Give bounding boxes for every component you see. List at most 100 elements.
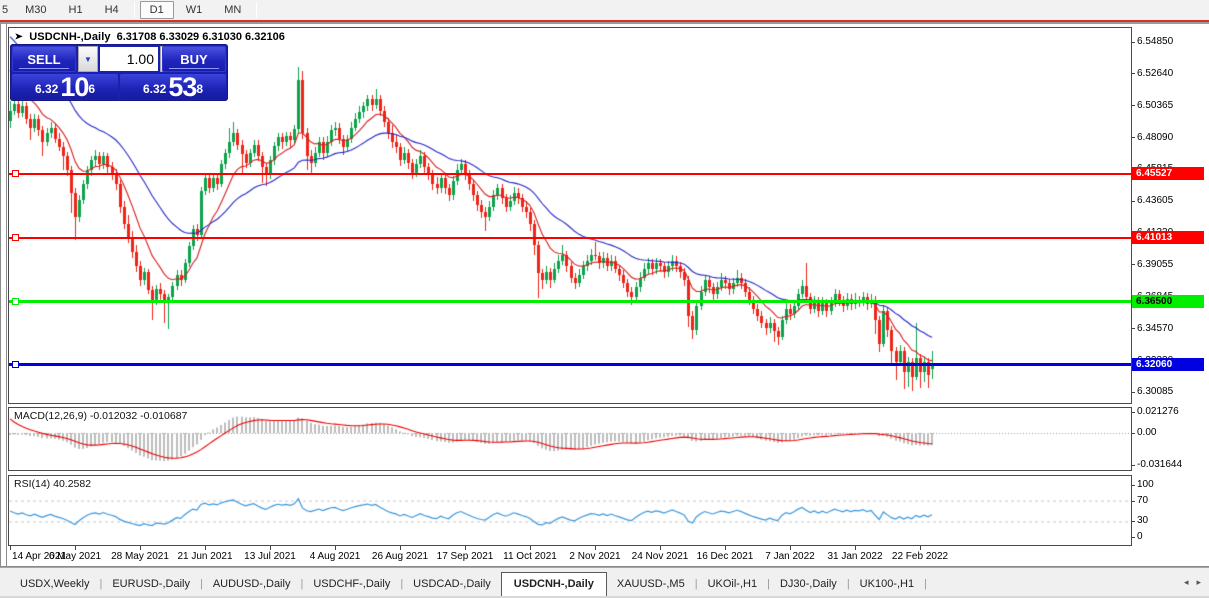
sell-price-big: 10 xyxy=(60,72,89,102)
sell-underline xyxy=(19,68,69,69)
toolbar-separator xyxy=(133,2,135,18)
timeframe-button-w1[interactable]: W1 xyxy=(185,4,203,16)
date-axis-label: 4 Aug 2021 xyxy=(309,551,361,562)
buy-button[interactable]: BUY xyxy=(162,46,226,72)
tab-separator: | xyxy=(99,578,103,590)
window-top-border xyxy=(0,22,1209,24)
macd-axis-tick xyxy=(1131,433,1135,434)
date-axis-label: 11 Oct 2021 xyxy=(503,551,557,562)
hline-6.36500[interactable] xyxy=(9,300,1131,303)
price-axis-tick xyxy=(1131,137,1135,139)
buy-price-tile[interactable]: 6.32 53 8 xyxy=(120,72,226,102)
tab-ukoil-h1[interactable]: UKOil-,H1 xyxy=(707,578,758,590)
rsi-axis-label: 0 xyxy=(1137,531,1143,542)
sell-button[interactable]: SELL xyxy=(12,46,76,72)
date-axis-tick xyxy=(270,546,271,550)
date-axis-tick xyxy=(10,546,11,550)
date-axis-tick xyxy=(660,546,661,550)
date-axis-label: 24 Nov 2021 xyxy=(631,551,689,562)
chart-ohlc-values: 6.31708 6.33029 6.31030 6.32106 xyxy=(116,31,285,43)
tab-scroll-left-icon[interactable]: ◂ xyxy=(1183,577,1189,587)
tab-uk100-h1[interactable]: UK100-,H1 xyxy=(859,578,915,590)
date-axis-label: 22 Feb 2022 xyxy=(891,551,949,562)
tab-xauusd-m5[interactable]: XAUUSD-,M5 xyxy=(616,578,685,590)
price-axis-tick xyxy=(1131,73,1135,75)
macd-values: -0.012032 -0.010687 xyxy=(89,410,188,422)
tab-separator: | xyxy=(199,578,203,590)
volume-input[interactable] xyxy=(100,47,158,71)
date-axis-tick xyxy=(75,546,76,550)
macd-axis-label: 0.00 xyxy=(1137,427,1157,438)
macd-name: MACD(12,26,9) xyxy=(14,410,87,422)
date-axis-label: 26 Aug 2021 xyxy=(371,551,429,562)
hline-6.45527[interactable] xyxy=(9,173,1131,175)
window-left-border xyxy=(0,23,1,567)
price-axis-label: 6.39055 xyxy=(1137,258,1174,270)
timeframe-button-5[interactable]: 5 xyxy=(2,4,9,16)
rsi-canvas[interactable] xyxy=(9,476,1130,544)
chart-pointer-icon: ➤ xyxy=(14,31,24,42)
volume-decrease-button[interactable]: ▼ xyxy=(78,46,98,72)
buy-price-pip: 8 xyxy=(196,82,204,96)
rsi-axis-tick xyxy=(1131,485,1135,486)
sell-button-label: SELL xyxy=(27,51,61,67)
timeframe-button-d1[interactable]: D1 xyxy=(139,1,174,19)
tab-separator: | xyxy=(924,578,927,590)
tab-dj30-daily[interactable]: DJ30-,Daily xyxy=(779,578,837,590)
rsi-value: 40.2582 xyxy=(53,478,92,490)
tab-usdx-weekly[interactable]: USDX,Weekly xyxy=(20,578,90,590)
date-axis-tick xyxy=(790,546,791,550)
tab-separator: | xyxy=(694,578,698,590)
date-axis-tick xyxy=(140,546,141,550)
tab-separator: | xyxy=(846,578,850,590)
buy-button-label: BUY xyxy=(180,51,208,67)
macd-label: MACD(12,26,9) -0.012032 -0.010687 xyxy=(14,410,187,422)
sell-price-tile[interactable]: 6.32 10 6 xyxy=(12,72,118,102)
tab-eurusd-daily[interactable]: EURUSD-,Daily xyxy=(112,578,190,590)
rsi-axis-tick xyxy=(1131,521,1135,522)
tab-usdcad-daily[interactable]: USDCAD-,Daily xyxy=(413,578,491,590)
buy-underline xyxy=(169,68,219,69)
timeframe-button-mn[interactable]: MN xyxy=(224,4,242,16)
rsi-axis-tick xyxy=(1131,501,1135,502)
hline-handle-6.32060[interactable] xyxy=(12,361,19,368)
price-badge-6.32060: 6.32060 xyxy=(1132,358,1204,371)
date-axis-tick xyxy=(725,546,726,550)
pane-left-border xyxy=(6,23,7,567)
tab-scroll-right-icon[interactable]: ▸ xyxy=(1196,577,1201,587)
hline-handle-6.41013[interactable] xyxy=(12,234,19,241)
rsi-axis-label: 70 xyxy=(1137,495,1149,506)
macd-canvas[interactable] xyxy=(9,408,1130,469)
price-axis-tick xyxy=(1131,264,1135,266)
hline-6.32060[interactable] xyxy=(9,363,1131,366)
timeframe-button-m30[interactable]: M30 xyxy=(25,4,47,16)
date-axis-label: 16 Dec 2021 xyxy=(696,551,754,562)
price-axis-label: 6.50365 xyxy=(1137,99,1174,111)
toolbar-separator xyxy=(256,2,258,18)
date-axis-tick xyxy=(530,546,531,550)
tab-audusd-daily[interactable]: AUDUSD-,Daily xyxy=(212,578,291,590)
window-bottom-border xyxy=(0,566,1209,567)
tab-usdcnh-daily[interactable]: USDCNH-,Daily xyxy=(500,572,607,597)
hline-handle-6.45527[interactable] xyxy=(12,170,19,177)
buy-price-big: 53 xyxy=(168,72,197,102)
price-axis-label: 6.34570 xyxy=(1137,322,1174,334)
hline-6.41013[interactable] xyxy=(9,237,1131,239)
rsi-name: RSI(14) xyxy=(14,478,51,490)
macd-axis-label: 0.021276 xyxy=(1137,406,1179,417)
date-axis-label: 2 Nov 2021 xyxy=(569,551,621,562)
price-badge-6.45527: 6.45527 xyxy=(1132,167,1204,180)
date-axis-tick xyxy=(920,546,921,550)
hline-handle-6.36500[interactable] xyxy=(12,298,19,305)
timeframe-button-h4[interactable]: H4 xyxy=(104,4,119,16)
timeframe-button-h1[interactable]: H1 xyxy=(68,4,83,16)
arrow-down-icon: ▼ xyxy=(84,54,92,64)
sell-price-prefix: 6.32 xyxy=(34,82,59,96)
chart-title: USDCNH-,Daily xyxy=(29,31,111,43)
tab-usdchf-daily[interactable]: USDCHF-,Daily xyxy=(313,578,391,590)
macd-axis-label: -0.031644 xyxy=(1137,459,1183,470)
price-axis-label: 6.43605 xyxy=(1137,195,1174,207)
sell-price-pip: 6 xyxy=(88,82,96,96)
price-axis-tick xyxy=(1131,328,1135,330)
